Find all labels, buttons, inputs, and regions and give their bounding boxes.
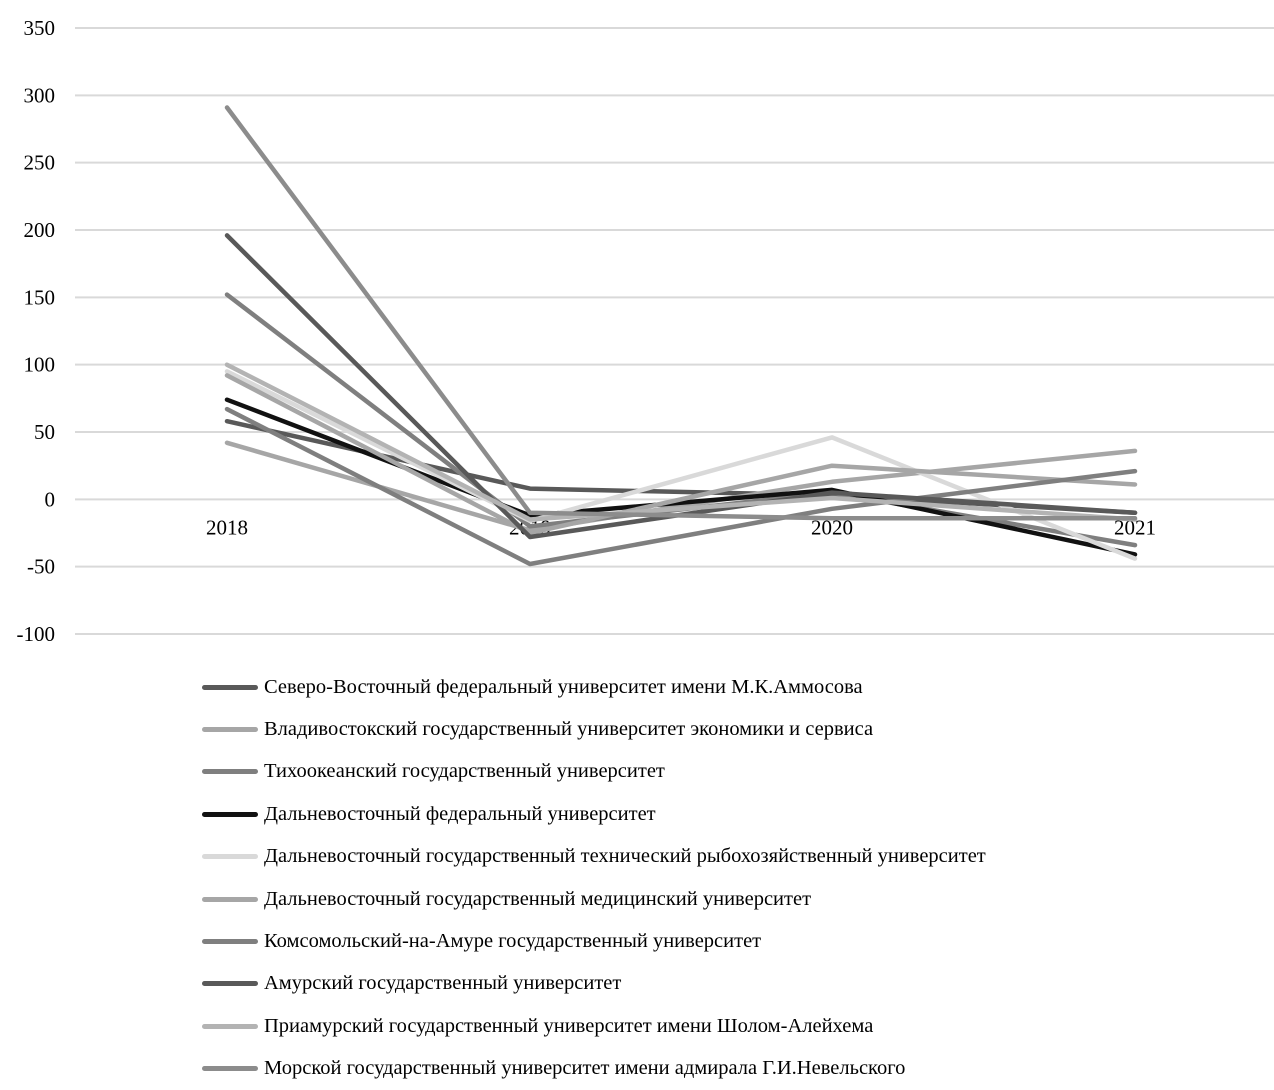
legend-label: Северо-Восточный федеральный университет… [264,675,863,698]
y-tick-label: 250 [24,151,56,175]
y-tick-label: 350 [24,16,56,40]
series-line-6 [224,373,1138,536]
legend-item: Владивостокский государственный универси… [202,708,1262,750]
series-line-5 [224,369,1138,561]
legend-label: Приамурский государственный университет … [264,1014,874,1037]
legend-swatch [202,896,258,902]
legend-item: Комсомольский-на-Амуре государственный у… [202,920,1262,962]
legend-swatch [202,854,258,860]
legend-swatch [202,1023,258,1029]
legend-swatch [202,684,258,690]
legend-swatch [202,1066,258,1072]
y-tick-label: 150 [24,285,56,309]
legend-item: Дальневосточный государственный техничес… [202,836,1262,878]
legend-label: Амурский государственный университет [264,972,622,995]
legend-label: Тихоокеанский государственный университе… [264,760,665,783]
legend-label: Владивостокский государственный универси… [264,718,874,741]
legend-label: Дальневосточный федеральный университет [264,802,656,825]
y-tick-label: 300 [24,83,56,107]
legend-swatch [202,769,258,775]
legend-label: Комсомольский-на-Амуре государственный у… [264,930,762,953]
legend: Северо-Восточный федеральный университет… [202,666,1262,1090]
legend-item: Приамурский государственный университет … [202,1005,1262,1047]
y-tick-label: -50 [27,555,55,579]
x-tick-label: 2018 [206,515,248,539]
y-axis-labels: 350 300 250 200 150 100 50 0 -50 -100 [17,16,56,646]
series-line-7 [224,406,1138,567]
series-line-9 [224,362,1138,522]
legend-item: Амурский государственный университет [202,963,1262,1005]
series-lines [224,105,1138,567]
y-tick-label: 200 [24,218,56,242]
legend-item: Дальневосточный федеральный университет [202,793,1262,835]
y-tick-label: -100 [17,622,56,646]
y-tick-label: 0 [45,487,56,511]
series-line-4 [224,397,1138,557]
legend-item: Дальневосточный государственный медицинс… [202,878,1262,920]
legend-swatch [202,727,258,733]
legend-label: Дальневосточный государственный техничес… [264,845,986,868]
series-line-10 [224,105,1138,521]
y-tick-label: 100 [24,353,56,377]
legend-item: Северо-Восточный федеральный университет… [202,666,1262,708]
legend-label: Дальневосточный государственный медицинс… [264,887,812,910]
legend-item: Тихоокеанский государственный университе… [202,751,1262,793]
legend-swatch [202,811,258,817]
legend-item: Морской государственный университет имен… [202,1048,1262,1090]
legend-swatch [202,939,258,945]
legend-label: Морской государственный университет имен… [264,1057,906,1080]
y-tick-label: 50 [34,420,55,444]
legend-swatch [202,981,258,987]
